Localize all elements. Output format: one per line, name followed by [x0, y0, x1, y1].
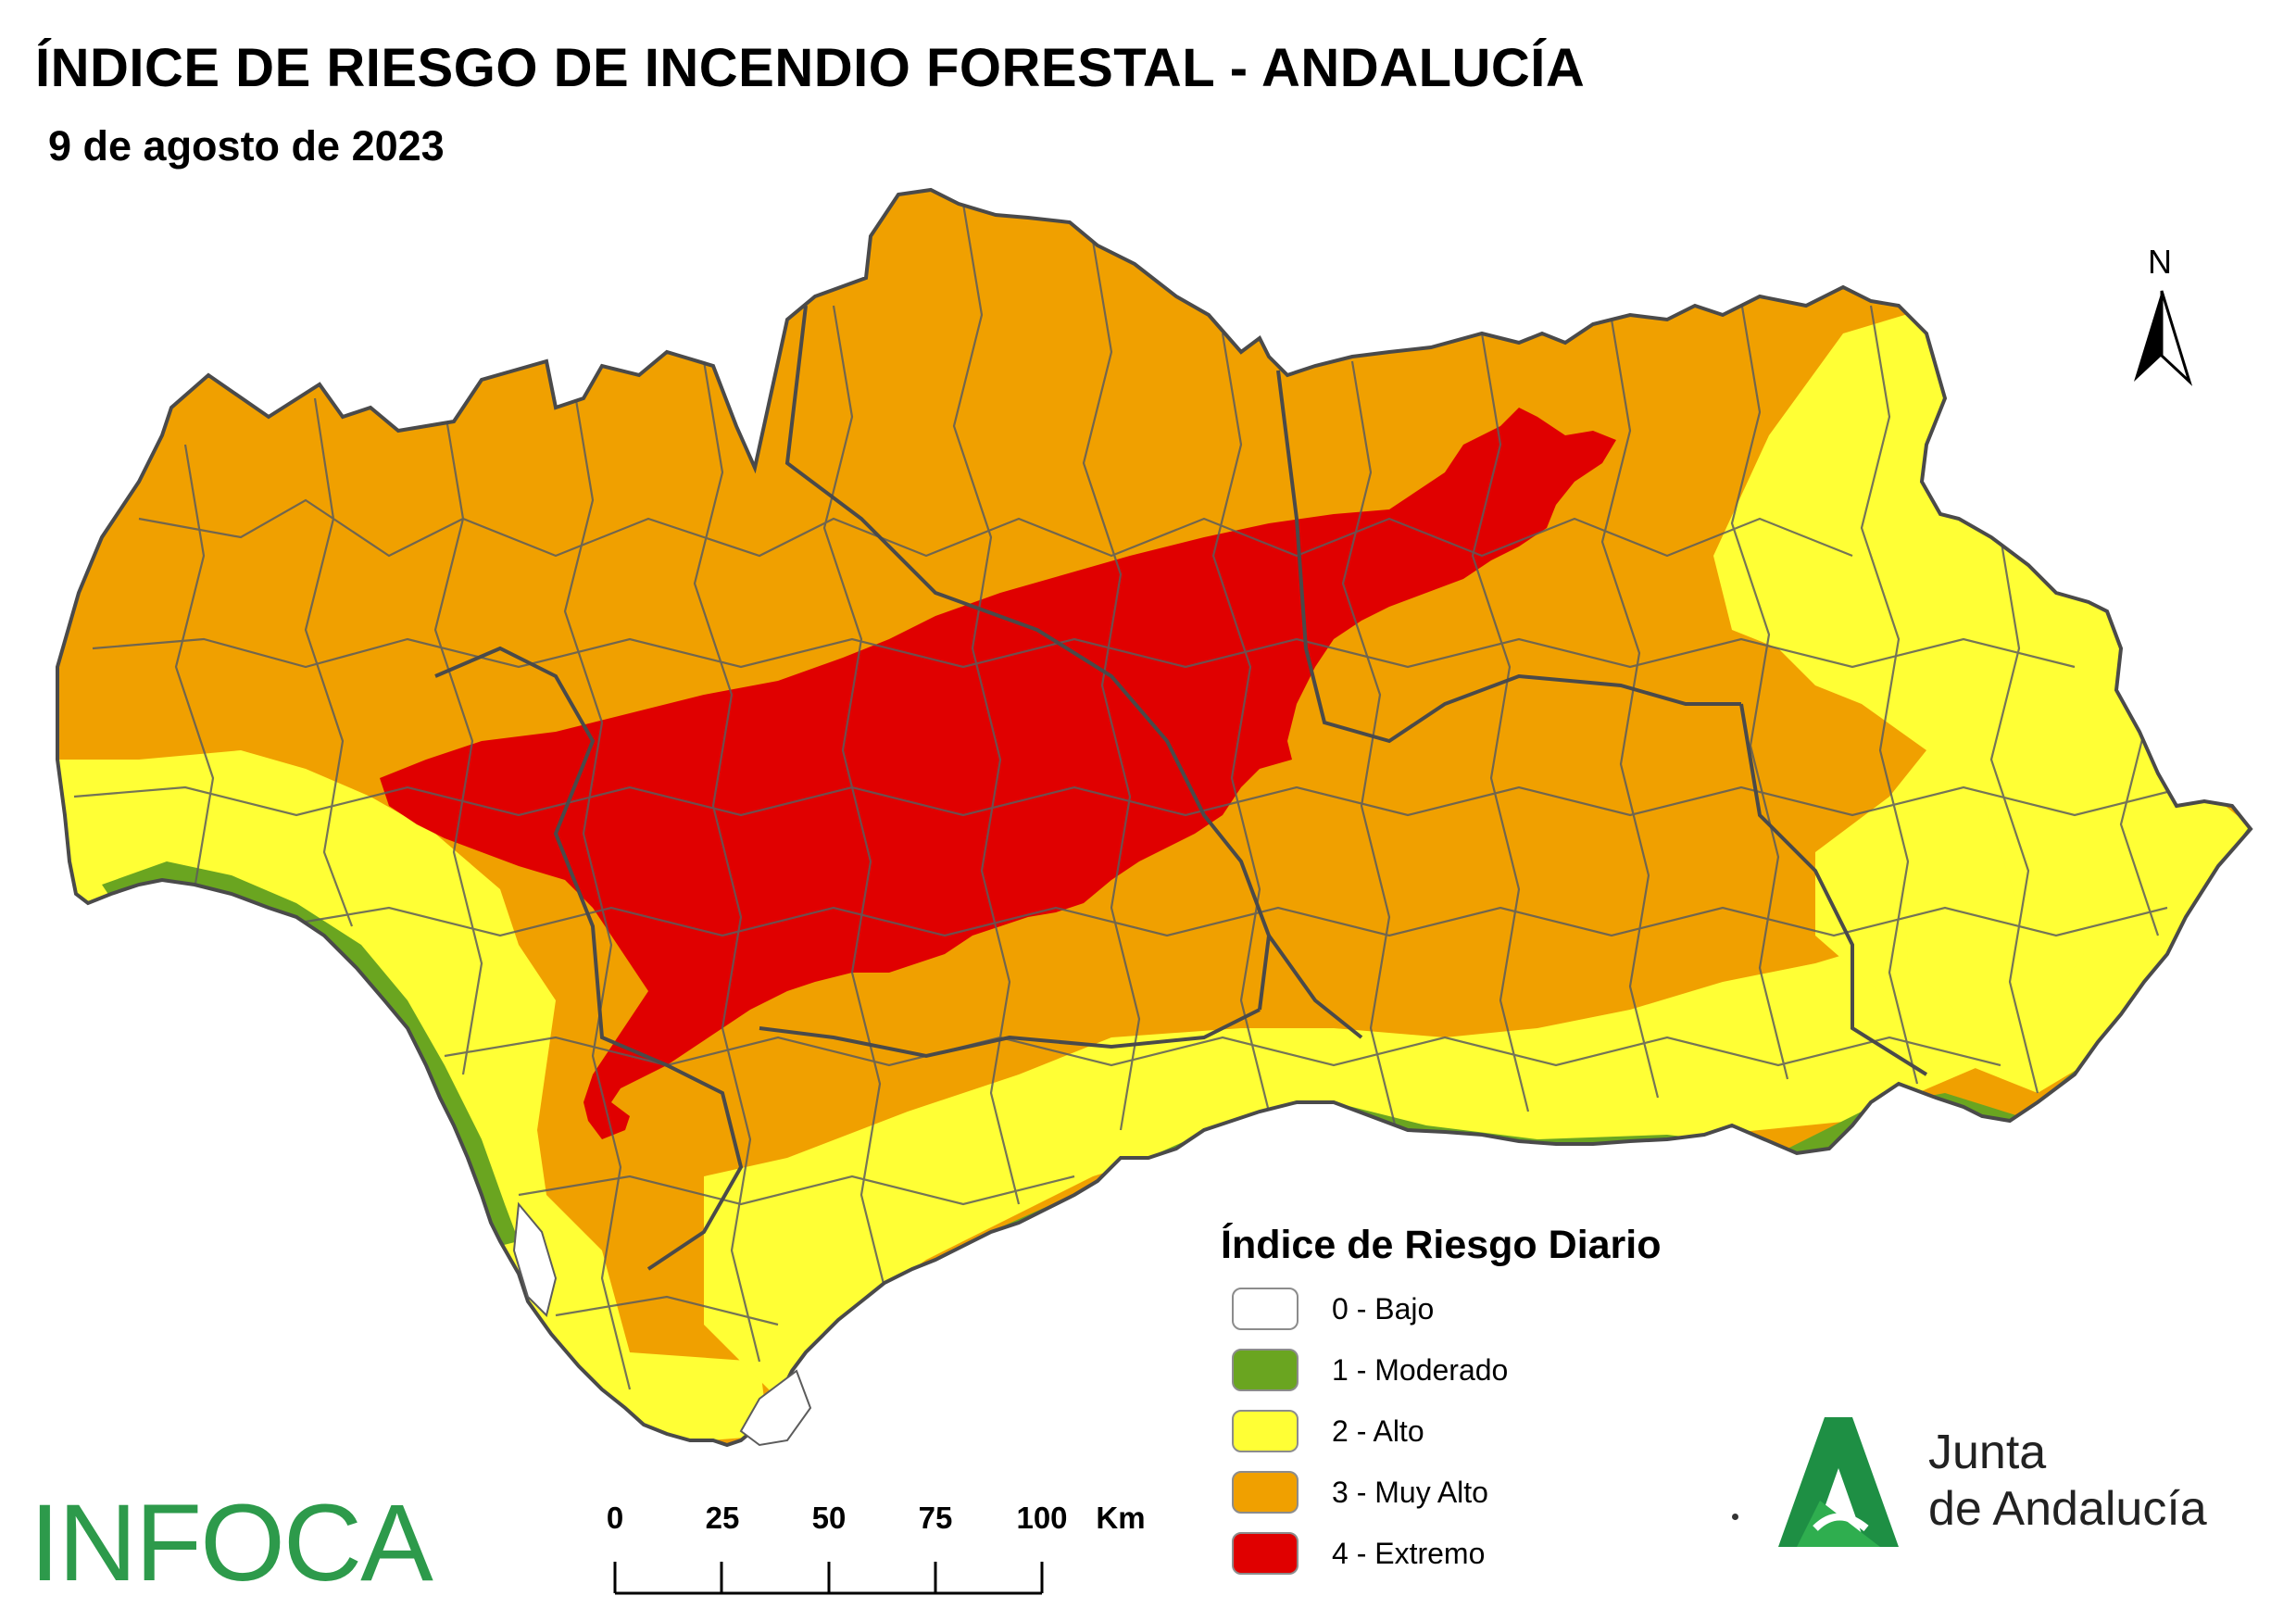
legend-swatch-extremo [1232, 1532, 1299, 1575]
north-arrow-icon [2134, 290, 2193, 386]
junta-andalucia-logo-icon [1778, 1417, 1899, 1547]
scale-unit: Km [1096, 1501, 1146, 1535]
zone-alto-south [704, 926, 2001, 1399]
zone-bajo-cadiz [512, 1201, 558, 1317]
legend-item-extremo: 4 - Extremo [1232, 1530, 1485, 1577]
dot-mark [1732, 1514, 1738, 1520]
infoca-logo: INFOCA [30, 1482, 433, 1604]
legend-swatch-alto [1232, 1410, 1299, 1452]
region-outline [56, 187, 2253, 1448]
zone-moderado-med [815, 824, 2251, 1385]
junta-line2: de Andalucía [1928, 1482, 2207, 1536]
legend-swatch-bajo [1232, 1288, 1299, 1330]
scale-label-50: 50 [811, 1501, 847, 1535]
legend-label-alto: 2 - Alto [1332, 1414, 1424, 1448]
scale-label-75: 75 [918, 1501, 953, 1535]
legend-item-alto: 2 - Alto [1232, 1408, 1424, 1454]
province-borders [434, 305, 1928, 1271]
zone-moderado-atlantic [102, 861, 519, 1246]
zone-alto-east2 [1899, 797, 2084, 1019]
legend-item-muy-alto: 3 - Muy Alto [1232, 1469, 1488, 1515]
map-title: ÍNDICE DE RIESGO DE INCENDIO FORESTAL - … [35, 38, 1586, 98]
scale-bar [613, 1562, 1044, 1595]
legend-swatch-muy-alto [1232, 1471, 1299, 1514]
municipal-borders [73, 203, 2187, 1390]
legend-swatch-moderado [1232, 1349, 1299, 1391]
map-date: 9 de agosto de 2023 [48, 122, 445, 170]
zone-bajo-strait [739, 1369, 812, 1447]
zone-alto-east [1713, 306, 2251, 1093]
junta-line1: Junta [1928, 1426, 2047, 1479]
legend-item-bajo: 0 - Bajo [1232, 1286, 1434, 1332]
legend-label-moderado: 1 - Moderado [1332, 1352, 1509, 1387]
legend-label-extremo: 4 - Extremo [1332, 1536, 1486, 1570]
scale-label-100: 100 [1016, 1501, 1068, 1535]
legend-title: Índice de Riesgo Diario [1221, 1223, 1662, 1267]
north-label: N [2148, 243, 2172, 281]
legend-label-bajo: 0 - Bajo [1332, 1291, 1435, 1326]
scale-label-25: 25 [705, 1501, 740, 1535]
legend-label-muy-alto: 3 - Muy Alto [1332, 1475, 1488, 1509]
junta-andalucia-wordmark: Junta de Andalucía [1928, 1425, 2207, 1538]
scale-label-0: 0 [606, 1501, 624, 1535]
legend-item-moderado: 1 - Moderado [1232, 1347, 1508, 1393]
